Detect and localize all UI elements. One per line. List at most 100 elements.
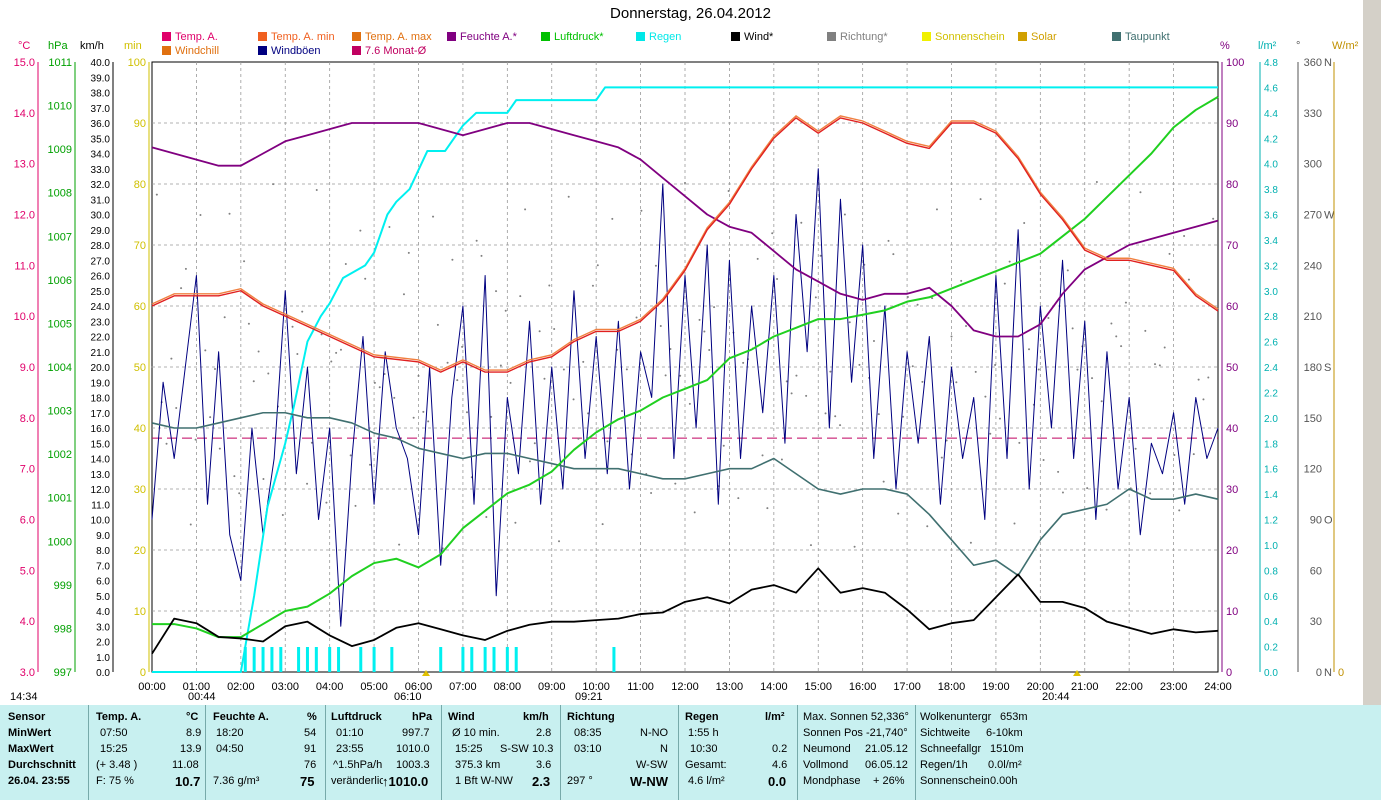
direction-point bbox=[611, 217, 614, 220]
window-frame bbox=[1363, 0, 1381, 800]
direction-point bbox=[596, 264, 599, 267]
wind-tick-label: 28.0 bbox=[91, 241, 111, 252]
direction-point bbox=[839, 424, 842, 427]
direction-point bbox=[1100, 400, 1103, 403]
minutes-tick-label: 70 bbox=[134, 240, 146, 252]
dir-max-time: 03:10 bbox=[574, 743, 602, 755]
rain-max-time: 10:30 bbox=[690, 743, 718, 755]
direction-point bbox=[1023, 221, 1026, 224]
wind-tick-label: 8.0 bbox=[96, 546, 110, 557]
marker-left2-time: 00:44 bbox=[188, 691, 216, 703]
temp-tick-label: 15.0 bbox=[14, 57, 35, 69]
direction-point bbox=[1105, 508, 1108, 511]
rain-max-value: 0.2 bbox=[772, 743, 788, 755]
direction-point bbox=[1163, 346, 1166, 349]
direction-point bbox=[189, 523, 192, 526]
direction-point bbox=[1037, 368, 1040, 371]
direction-point bbox=[998, 417, 1001, 420]
wind-axis-unit: km/h bbox=[80, 40, 104, 52]
legend-label: Solar bbox=[1031, 31, 1057, 43]
humidity-tick-label: 70 bbox=[1226, 240, 1238, 252]
direction-point bbox=[809, 544, 812, 547]
direction-point bbox=[1192, 453, 1195, 456]
direction-point bbox=[698, 318, 701, 321]
legend-swatch bbox=[258, 46, 267, 55]
direction-point bbox=[892, 253, 895, 256]
solar-noon-time: 09:21 bbox=[575, 691, 603, 703]
wind-tick-label: 20.0 bbox=[91, 363, 111, 374]
direction-point bbox=[1207, 376, 1210, 379]
direction-point bbox=[955, 381, 958, 384]
x-tick-label: 15:00 bbox=[804, 681, 832, 693]
wind-bft: 1 Bft W-NW bbox=[455, 775, 513, 787]
series-line bbox=[152, 95, 1219, 639]
rain-1h-value: 0.0l/m² bbox=[988, 759, 1022, 771]
temp-now-value: 10.7 bbox=[175, 774, 201, 789]
new-moon-date: 21.05.12 bbox=[865, 743, 908, 755]
wind-now-value: 2.3 bbox=[532, 774, 551, 789]
series-line bbox=[151, 567, 1219, 655]
rain-interval-bar bbox=[461, 647, 465, 672]
wind-tick-label: 19.0 bbox=[91, 378, 111, 389]
series-line bbox=[151, 117, 1219, 373]
direction-point bbox=[509, 381, 512, 384]
pressure-tick-label: 1008 bbox=[48, 188, 72, 200]
direction-point bbox=[485, 516, 488, 519]
direction-point bbox=[422, 410, 425, 413]
direction-point bbox=[1008, 260, 1011, 263]
direction-point bbox=[175, 407, 178, 410]
x-tick-label: 04:00 bbox=[316, 681, 344, 693]
hum-min-value: 54 bbox=[304, 727, 317, 739]
direction-point bbox=[916, 303, 919, 306]
legend-item: Temp. A. bbox=[162, 31, 218, 43]
header-pressure-unit: hPa bbox=[412, 711, 433, 723]
direction-point bbox=[378, 386, 381, 389]
rain-tick-label: 1.6 bbox=[1264, 465, 1278, 476]
rain-tick-label: 2.4 bbox=[1264, 363, 1278, 374]
direction-point bbox=[165, 442, 168, 445]
direction-point bbox=[800, 221, 803, 224]
direction-point bbox=[843, 213, 846, 216]
rain-tick-label: 2.2 bbox=[1264, 388, 1278, 399]
humidity-tick-label: 40 bbox=[1226, 423, 1238, 435]
minutes-tick-label: 90 bbox=[134, 118, 146, 130]
direction-point bbox=[819, 254, 822, 257]
x-tick-label: 18:00 bbox=[938, 681, 966, 693]
legend-label: Temp. A. bbox=[175, 31, 218, 43]
humidity-tick-label: 80 bbox=[1226, 179, 1238, 191]
direction-point bbox=[320, 333, 323, 336]
column-separator bbox=[441, 705, 442, 800]
direction-point bbox=[398, 543, 401, 546]
direction-point bbox=[1061, 491, 1064, 494]
direction-point bbox=[829, 370, 832, 373]
direction-point bbox=[1197, 378, 1200, 381]
legend-swatch bbox=[1112, 32, 1121, 41]
direction-point bbox=[621, 409, 624, 412]
press-min-value: 997.7 bbox=[402, 727, 430, 739]
column-separator bbox=[915, 705, 916, 800]
summary-table: Sensor Temp. A. °C Feuchte A. % Luftdruc… bbox=[0, 705, 1381, 800]
x-tick-label: 22:00 bbox=[1115, 681, 1143, 693]
direction-point bbox=[204, 349, 207, 352]
direction-point bbox=[785, 380, 788, 383]
visibility-value: 6-10km bbox=[986, 727, 1023, 739]
temp-tick-label: 6.0 bbox=[20, 515, 35, 527]
minutes-tick-label: 40 bbox=[134, 423, 146, 435]
direction-point bbox=[1173, 454, 1176, 457]
snowline-label: Schneefallgr bbox=[920, 743, 982, 755]
legend-item: Sonnenschein bbox=[922, 31, 1005, 43]
x-tick-label: 13:00 bbox=[716, 681, 744, 693]
direction-point bbox=[776, 278, 779, 281]
direction-point bbox=[853, 545, 856, 548]
rain-tick-label: 2.8 bbox=[1264, 312, 1278, 323]
legend-item: Richtung* bbox=[827, 31, 888, 43]
wind-tick-label: 12.0 bbox=[91, 485, 111, 496]
rain-interval-bar bbox=[439, 647, 443, 672]
x-tick-label: 12:00 bbox=[671, 681, 699, 693]
direction-compass-label: N bbox=[1324, 57, 1332, 69]
rain-interval-bar bbox=[279, 647, 283, 672]
direction-point bbox=[1057, 470, 1060, 473]
legend-swatch bbox=[731, 32, 740, 41]
legend-item: 7.6 Monat-Ø bbox=[352, 45, 426, 57]
wind-tick-label: 24.0 bbox=[91, 302, 111, 313]
